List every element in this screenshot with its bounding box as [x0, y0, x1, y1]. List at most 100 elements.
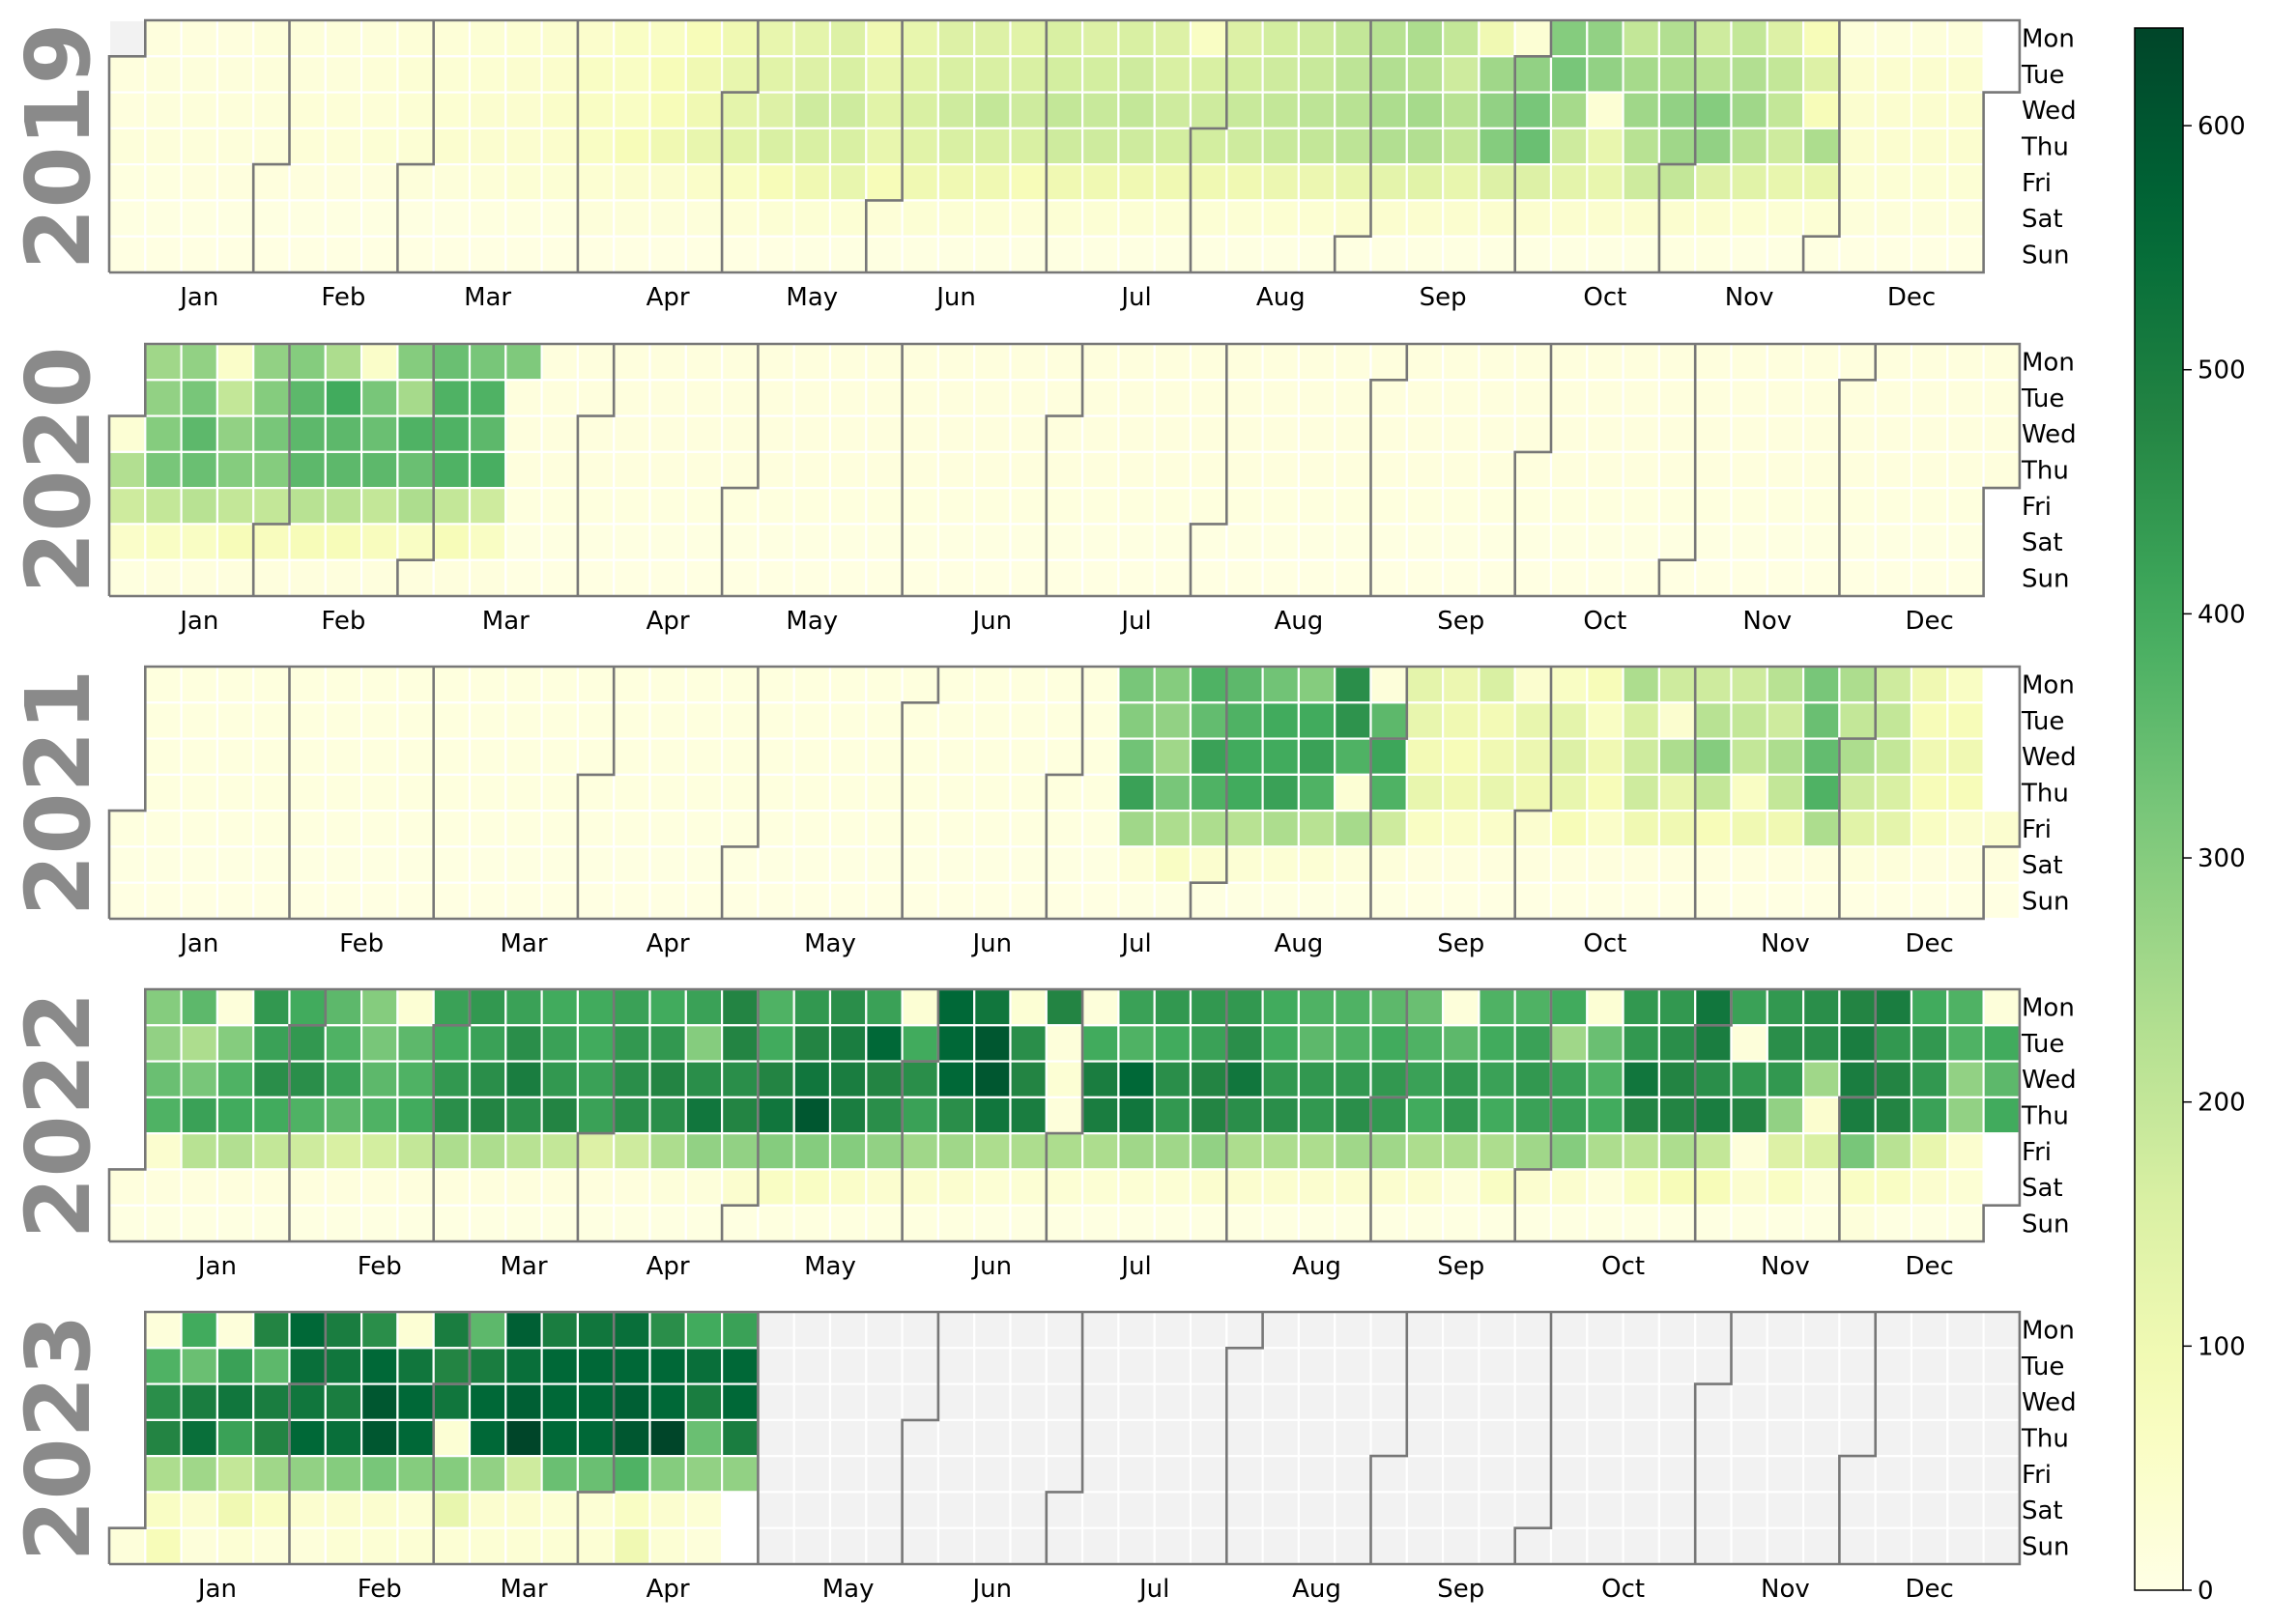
day-cell: [1766, 1382, 1805, 1421]
day-cell: [648, 1526, 687, 1566]
day-cell: [1334, 235, 1372, 274]
day-cell: [360, 1132, 399, 1171]
day-cell: [720, 1132, 760, 1171]
day-cell: [324, 1418, 363, 1458]
day-cell: [468, 558, 507, 598]
day-cell: [1297, 450, 1336, 490]
day-cell: [144, 737, 183, 776]
day-cell: [432, 235, 472, 274]
day-cell: [1189, 487, 1228, 526]
day-cell: [865, 558, 904, 598]
day-cell: [252, 199, 291, 238]
day-cell: [1982, 450, 2022, 490]
day-cell: [973, 379, 1012, 417]
day-cell: [828, 558, 868, 598]
day-cell: [1838, 1060, 1877, 1098]
day-cell: [1513, 523, 1553, 561]
day-cell: [1478, 1455, 1516, 1494]
day-cell: [1369, 450, 1408, 490]
day-cell: [107, 127, 147, 166]
month-boundary: [1838, 1312, 1877, 1564]
day-cell: [324, 1526, 363, 1566]
day-cell: [1946, 845, 1985, 884]
day-cell: [1297, 1168, 1336, 1207]
day-cell: [1549, 1024, 1589, 1063]
day-cell: [1982, 1455, 2022, 1494]
day-cell: [901, 810, 939, 848]
day-cell: [540, 1024, 579, 1063]
day-cell: [1874, 450, 1913, 490]
day-cell: [1874, 881, 1913, 921]
day-cell: [901, 1382, 939, 1421]
day-cell: [540, 1526, 579, 1566]
day-cell: [865, 1418, 904, 1458]
day-cell: [1080, 235, 1120, 274]
day-cell: [1657, 810, 1697, 848]
day-cell: [1513, 199, 1553, 238]
day-cell: [1549, 1526, 1589, 1566]
day-cell: [1694, 127, 1733, 166]
day-cell: [865, 1168, 904, 1207]
day-cell: [720, 450, 760, 490]
day-cell: [144, 1526, 183, 1566]
day-cell: [865, 199, 904, 238]
month-label-mar: Mar: [500, 1252, 547, 1281]
month-label-may: May: [786, 607, 838, 636]
day-cell: [1189, 1096, 1228, 1135]
day-cell: [1730, 163, 1768, 202]
day-cell: [216, 1132, 255, 1171]
day-cell: [1549, 1347, 1589, 1385]
day-cell: [1982, 845, 2022, 884]
day-cell: [1549, 1310, 1589, 1350]
day-cell: [684, 1168, 724, 1207]
day-cell: [757, 1168, 795, 1207]
day-cell: [1478, 810, 1516, 848]
month-label-aug: Aug: [1256, 283, 1306, 312]
day-cell: [720, 1347, 760, 1385]
day-cell: [613, 91, 651, 129]
weekday-label-mon: Mon: [2022, 1317, 2075, 1346]
weekday-label-sat: Sat: [2022, 205, 2063, 234]
day-cell: [540, 987, 579, 1027]
day-cell: [1334, 487, 1372, 526]
day-cell: [396, 1455, 435, 1494]
day-cell: [936, 558, 976, 598]
day-cell: [936, 379, 976, 417]
day-cell: [1910, 1418, 1949, 1458]
day-cell: [216, 773, 255, 812]
day-cell: [396, 1132, 435, 1171]
day-cell: [1153, 414, 1192, 453]
day-cell: [144, 1455, 183, 1494]
day-cell: [1153, 342, 1192, 382]
day-cell: [1657, 235, 1697, 274]
day-cell: [1334, 810, 1372, 848]
day-cell: [1801, 342, 1841, 382]
day-cell: [648, 1347, 687, 1385]
day-cell: [648, 1096, 687, 1135]
month-boundary: [576, 1312, 616, 1564]
month-boundary: [1838, 667, 1877, 919]
day-cell: [720, 881, 760, 921]
day-cell: [288, 1455, 327, 1494]
day-cell: [1730, 701, 1768, 740]
day-cell: [1441, 1168, 1480, 1207]
day-cell: [1910, 163, 1949, 202]
day-cell: [468, 1132, 507, 1171]
day-cell: [288, 163, 327, 202]
day-cell: [1874, 91, 1913, 129]
day-cell: [216, 1491, 255, 1529]
day-cell: [396, 450, 435, 490]
month-label-feb: Feb: [321, 283, 365, 312]
day-cell: [1045, 773, 1084, 812]
day-cell: [720, 558, 760, 598]
day-cell: [1441, 414, 1480, 453]
day-cell: [684, 737, 724, 776]
day-cell: [865, 55, 904, 94]
month-label-dec: Dec: [1905, 1575, 1953, 1604]
day-cell: [1225, 379, 1264, 417]
day-cell: [1478, 1060, 1516, 1098]
day-cell: [252, 127, 291, 166]
weekday-label-fri: Fri: [2022, 493, 2052, 522]
day-cell: [1297, 987, 1336, 1027]
weekday-label-sat: Sat: [2022, 528, 2063, 557]
